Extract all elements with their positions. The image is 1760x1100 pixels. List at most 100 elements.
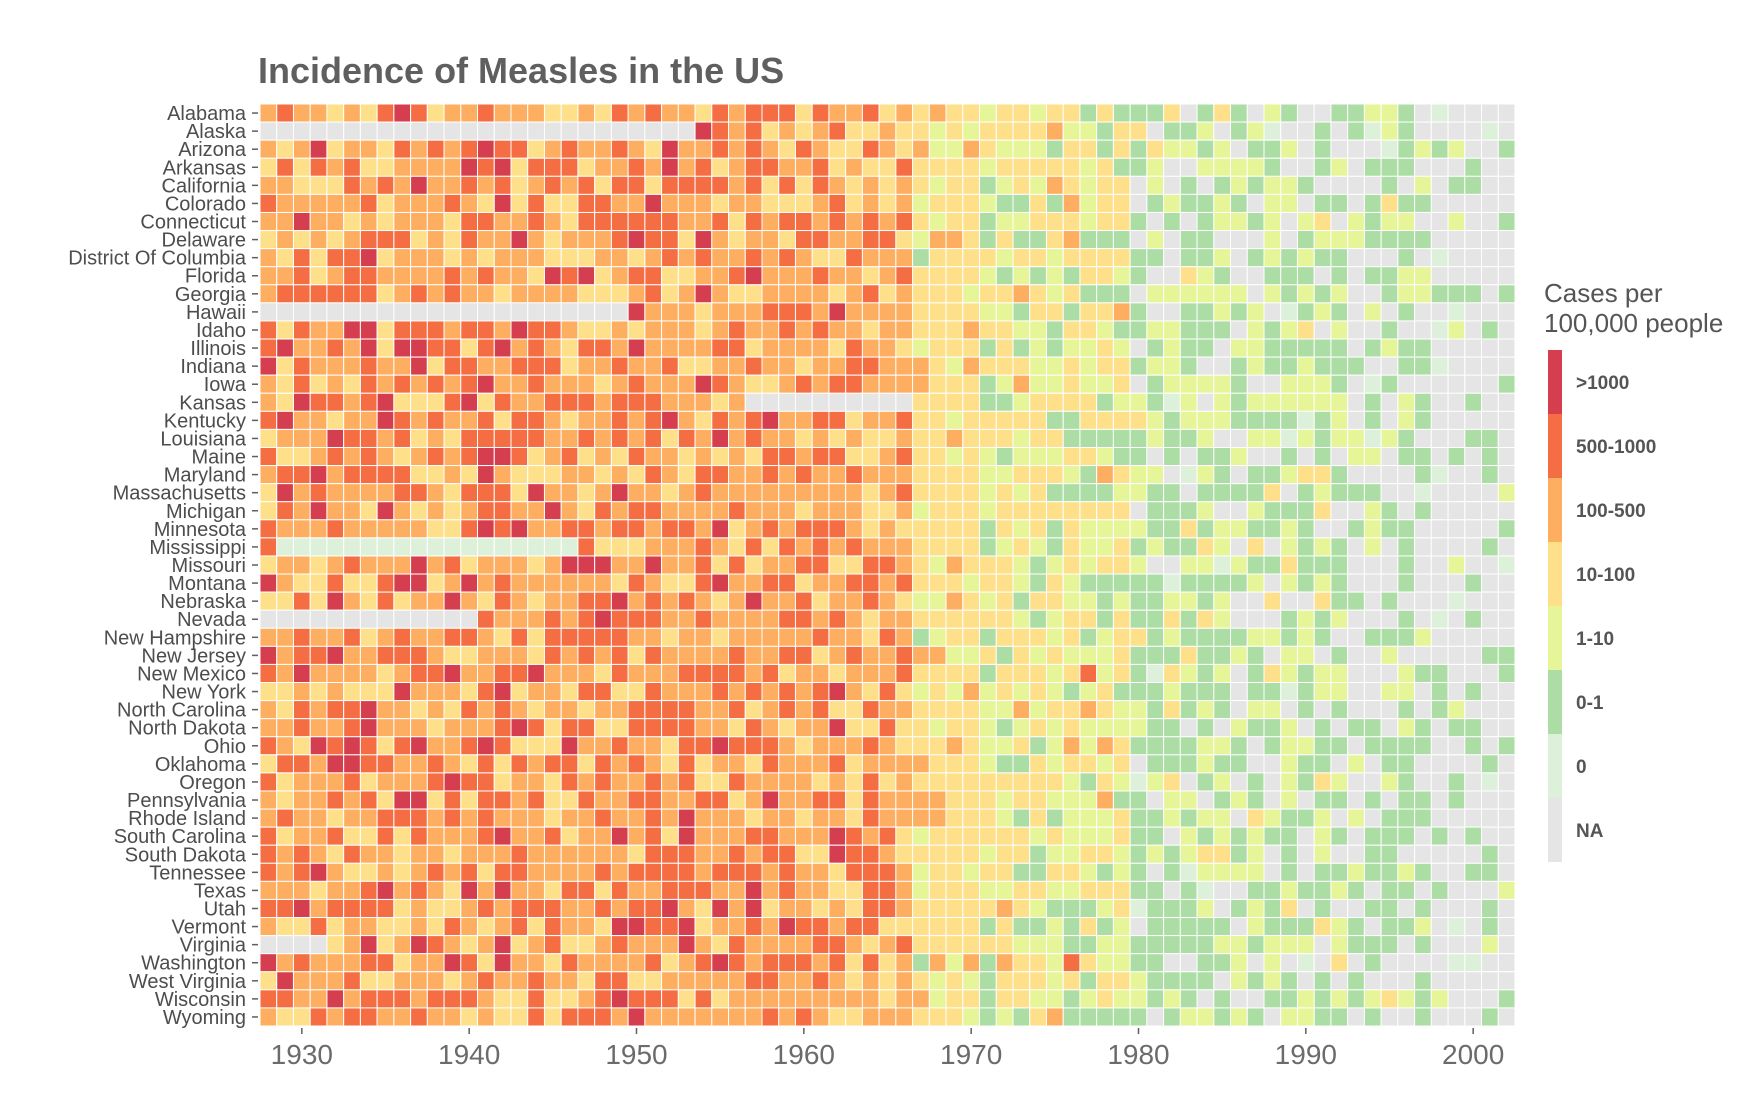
heatmap-cell — [309, 266, 328, 286]
heatmap-cell — [1464, 700, 1483, 720]
state-label: Maryland — [164, 465, 246, 487]
heatmap-cell — [1112, 700, 1131, 720]
heatmap-cell — [1330, 1007, 1349, 1027]
heatmap-cell — [1263, 772, 1282, 792]
heatmap-cell — [1380, 501, 1399, 521]
heatmap-cell — [845, 573, 863, 593]
heatmap-cell — [343, 555, 361, 575]
heatmap-cell — [309, 898, 328, 919]
heatmap-cell — [1246, 139, 1265, 159]
heatmap-cell — [610, 808, 629, 828]
heatmap-cell — [1230, 808, 1248, 828]
heatmap-cell — [694, 121, 713, 141]
heatmap-cell — [912, 356, 930, 376]
heatmap-cell — [1414, 410, 1432, 430]
heatmap-cell — [1012, 428, 1031, 448]
heatmap-cell — [1246, 609, 1265, 629]
heatmap-cell — [1213, 862, 1232, 882]
heatmap-cell — [1497, 736, 1516, 756]
heatmap-cell — [644, 989, 663, 1009]
heatmap-cell — [1447, 862, 1466, 882]
heatmap-cell — [1263, 880, 1282, 900]
heatmap-cell — [694, 880, 713, 900]
heatmap-cell — [1447, 682, 1466, 702]
heatmap-cell — [594, 320, 612, 340]
heatmap-cell — [1464, 501, 1483, 521]
heatmap-cell — [1363, 266, 1382, 286]
heatmap-cell — [845, 772, 863, 792]
heatmap-cell — [359, 248, 378, 268]
heatmap-cell — [644, 501, 663, 521]
heatmap-cell — [1029, 175, 1047, 195]
heatmap-cell — [1230, 193, 1248, 213]
heatmap-cell — [744, 754, 763, 774]
heatmap-cell — [1062, 284, 1081, 304]
heatmap-cell — [610, 898, 629, 919]
heatmap-cell — [878, 302, 897, 322]
heatmap-cell — [1330, 573, 1349, 593]
heatmap-cell — [1062, 410, 1081, 430]
heatmap-cell — [426, 193, 445, 213]
heatmap-cell — [326, 718, 345, 738]
heatmap-cell — [928, 193, 947, 213]
heatmap-cell — [1380, 266, 1399, 286]
heatmap-cell — [1447, 465, 1466, 485]
heatmap-cell — [1263, 121, 1282, 141]
heatmap-cell — [1230, 410, 1248, 430]
heatmap-cell — [276, 953, 294, 973]
heatmap-cell — [1447, 501, 1466, 521]
heatmap-cell — [359, 501, 378, 521]
heatmap-cell — [292, 700, 311, 720]
heatmap-cell — [1179, 971, 1198, 991]
heatmap-cell — [1179, 790, 1198, 810]
heatmap-cell — [962, 284, 981, 304]
heatmap-cell — [1213, 356, 1232, 376]
heatmap-cell — [912, 302, 930, 322]
heatmap-cell — [728, 917, 746, 937]
heatmap-cell — [845, 211, 863, 232]
heatmap-cell — [661, 772, 679, 792]
heatmap-cell — [1045, 682, 1064, 702]
heatmap-cell — [979, 519, 997, 539]
heatmap-cell — [376, 483, 395, 503]
heatmap-cell — [477, 465, 495, 485]
heatmap-cell — [443, 627, 462, 647]
heatmap-cell — [359, 573, 378, 593]
heatmap-cell — [477, 971, 495, 991]
heatmap-cell — [577, 410, 596, 430]
heatmap-cell — [493, 935, 512, 955]
heatmap-cell — [711, 591, 730, 611]
heatmap-cell — [510, 338, 529, 358]
heatmap-cell — [644, 609, 663, 629]
heatmap-cell — [443, 555, 462, 575]
heatmap-cell — [895, 428, 914, 448]
heatmap-cell — [694, 248, 713, 268]
heatmap-cell — [1196, 555, 1215, 575]
heatmap-cell — [794, 718, 813, 738]
heatmap-cell — [979, 953, 997, 973]
heatmap-cell — [895, 898, 914, 919]
heatmap-cell — [1380, 392, 1399, 412]
heatmap-cell — [1112, 483, 1131, 503]
heatmap-cell — [711, 826, 730, 846]
heatmap-cell — [1380, 320, 1399, 340]
heatmap-cell — [912, 338, 930, 358]
heatmap-cell — [1079, 826, 1098, 846]
heatmap-cell — [1296, 356, 1315, 376]
heatmap-cell — [1330, 356, 1349, 376]
heatmap-cell — [1045, 826, 1064, 846]
heatmap-cell — [1112, 718, 1131, 738]
heatmap-cell — [778, 356, 796, 376]
heatmap-cell — [1363, 374, 1382, 394]
heatmap-cell — [393, 175, 412, 195]
heatmap-cell — [376, 808, 395, 828]
heatmap-cell — [811, 862, 830, 882]
heatmap-cell — [1096, 989, 1114, 1009]
heatmap-cell — [1497, 519, 1516, 539]
heatmap-cell — [1296, 700, 1315, 720]
heatmap-cell — [393, 898, 412, 919]
heatmap-cell — [577, 808, 596, 828]
heatmap-cell — [928, 609, 947, 629]
heatmap-cell — [1112, 682, 1131, 702]
